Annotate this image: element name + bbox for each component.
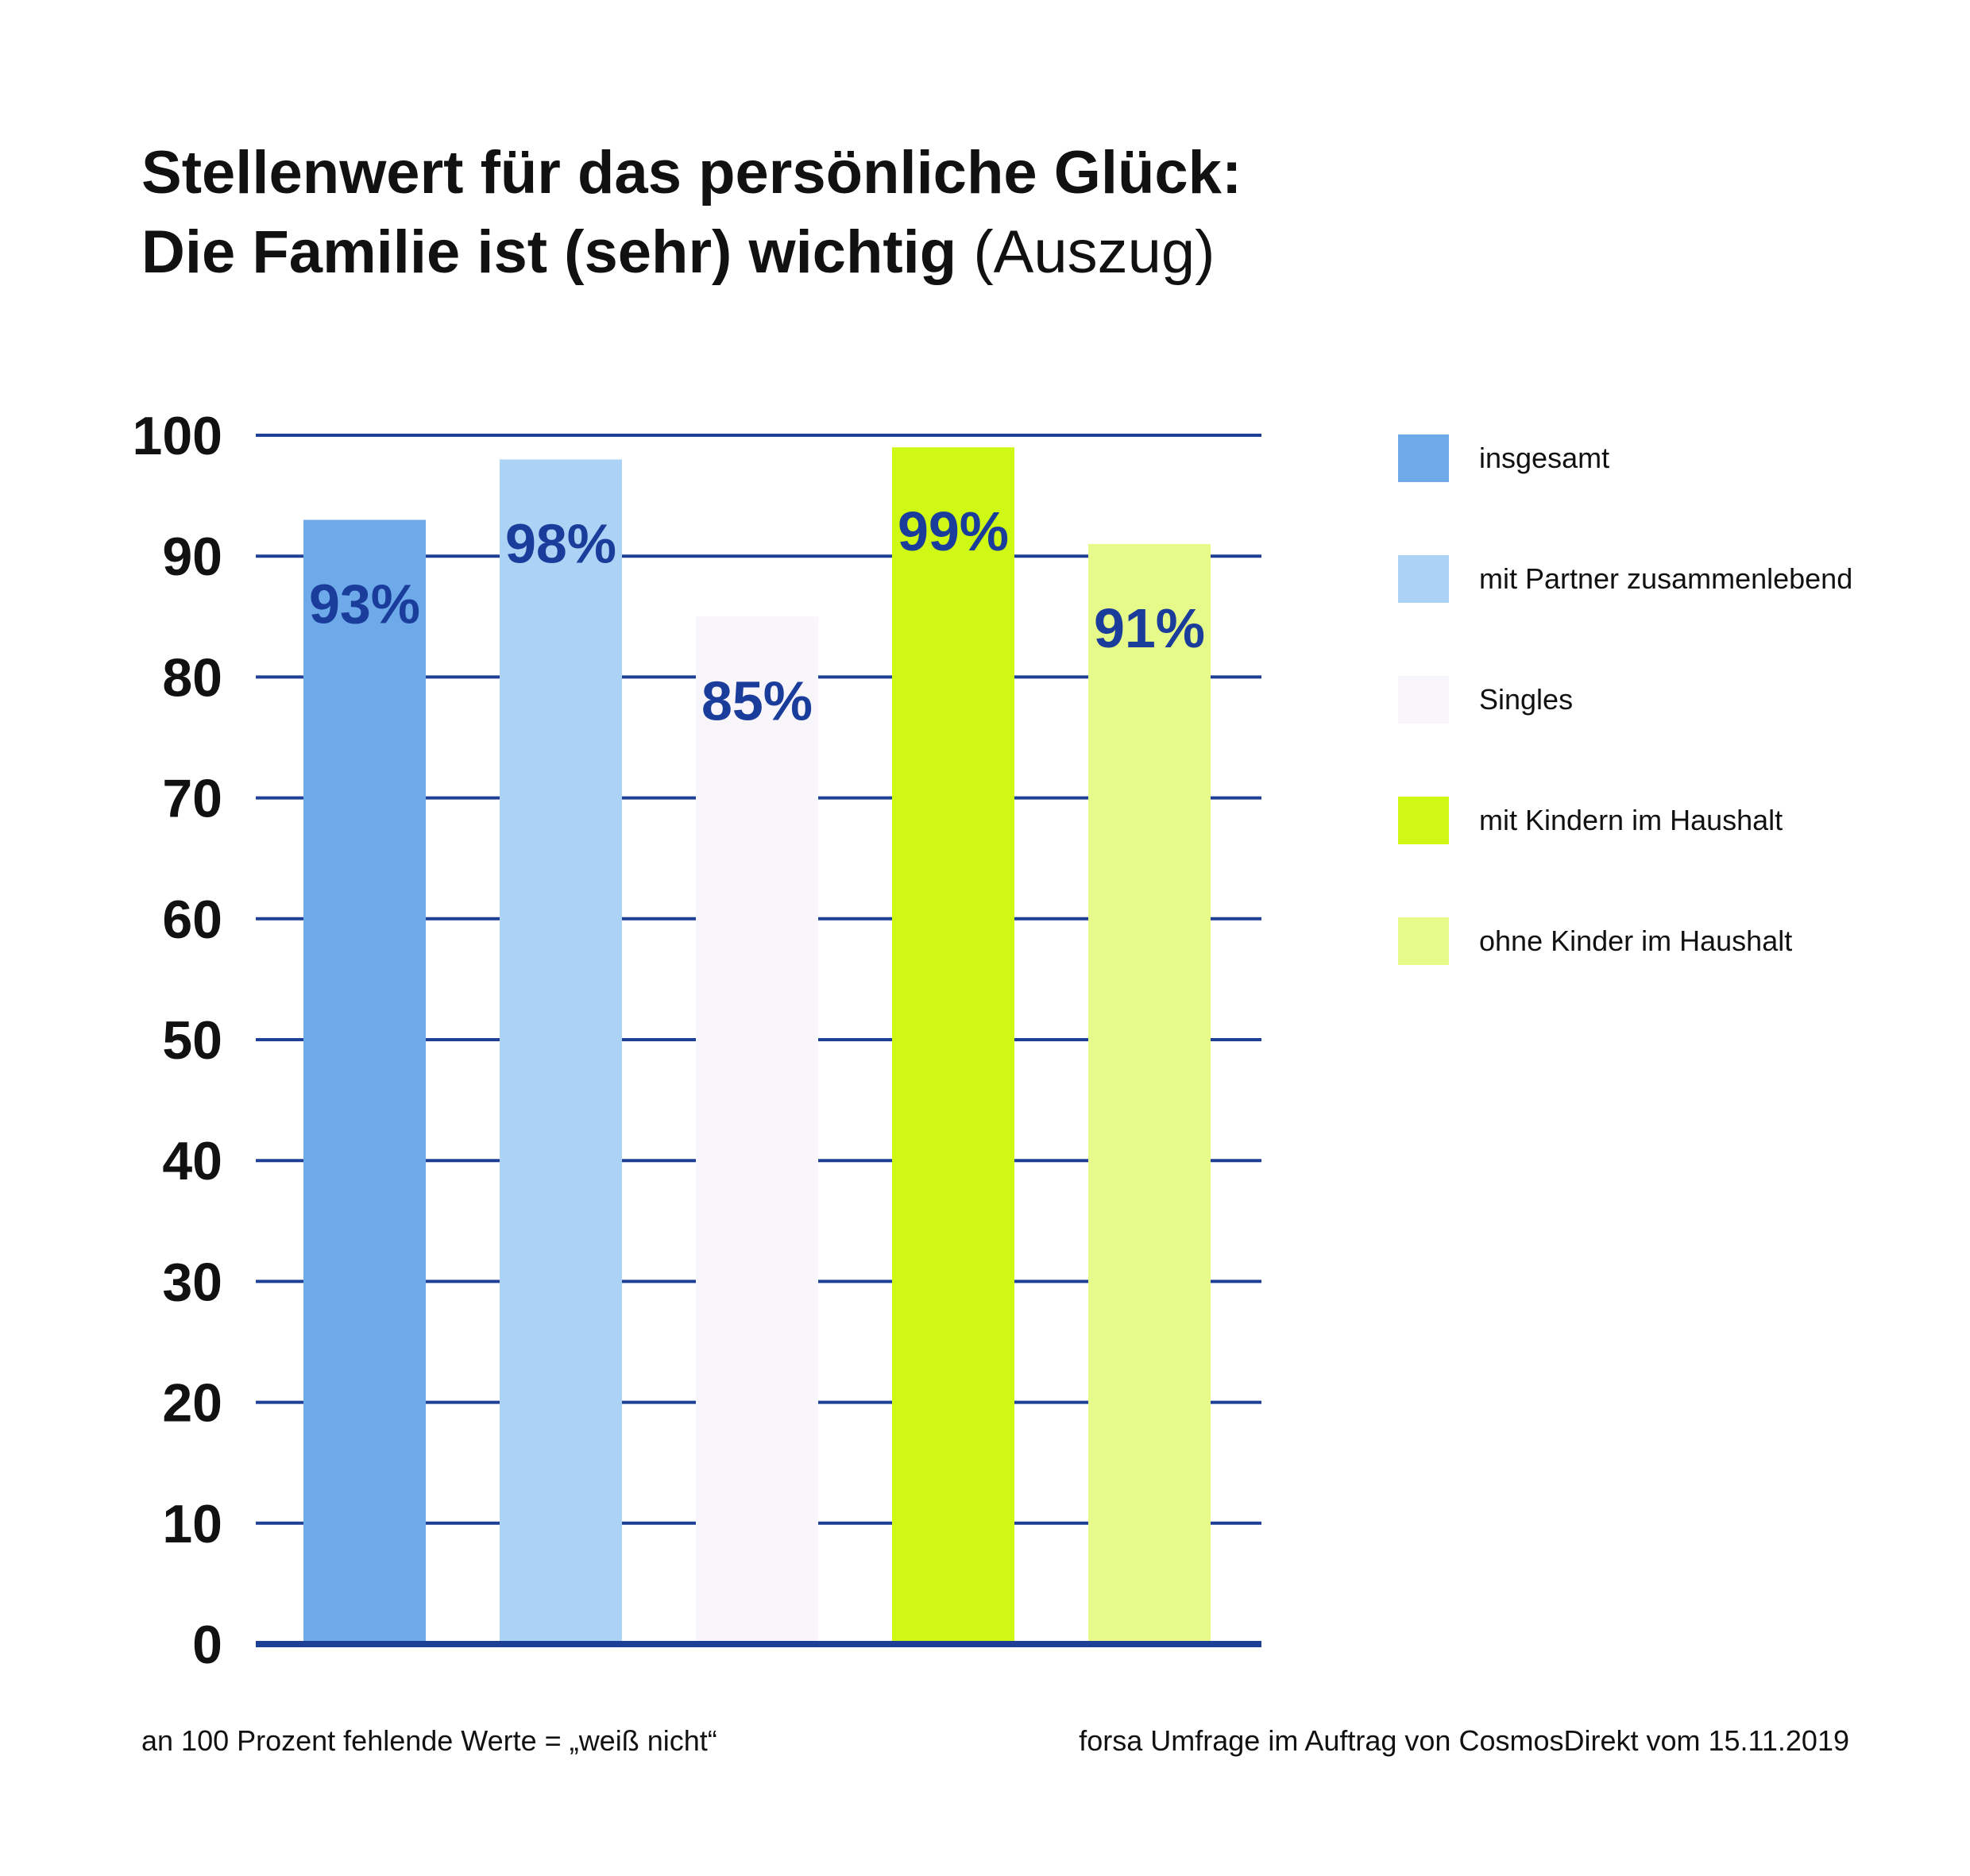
y-tick-label-60: 60 <box>162 890 222 950</box>
legend-label-mit-kindern: mit Kindern im Haushalt <box>1479 804 1783 836</box>
bar-5 <box>1088 543 1211 1644</box>
value-labels: 93% 98% 85% 99% 91% <box>309 500 1205 731</box>
title-line-2-bold: Die Familie ist (sehr) wichtig <box>141 218 957 286</box>
legend-item-mit-partner: mit Partner zusammenlebend <box>1398 555 1938 603</box>
legend-swatch-mit-kindern <box>1398 797 1449 844</box>
y-tick-label-90: 90 <box>162 527 222 587</box>
bar-1 <box>303 519 426 1644</box>
y-tick-label-30: 30 <box>162 1252 222 1312</box>
bars <box>303 447 1211 1645</box>
value-label-5: 91% <box>1094 597 1205 659</box>
footnote-source: forsa Umfrage im Auftrag von CosmosDirek… <box>1079 1724 1849 1757</box>
y-tick-label-50: 50 <box>162 1010 222 1071</box>
chart-title: Stellenwert für das persönliche Glück: D… <box>141 133 1242 292</box>
value-label-4: 99% <box>898 500 1009 562</box>
legend-swatch-mit-partner <box>1398 555 1449 603</box>
legend-label-singles: Singles <box>1479 683 1574 716</box>
legend-swatch-singles <box>1398 676 1449 724</box>
title-line-2: Die Familie ist (sehr) wichtig (Auszug) <box>141 213 1242 292</box>
legend-label-mit-partner: mit Partner zusammenlebend <box>1479 562 1853 595</box>
legend-item-singles: Singles <box>1398 676 1938 724</box>
y-axis-tick-labels: 0 10 20 30 40 50 60 70 80 90 100 <box>133 406 222 1675</box>
value-label-1: 93% <box>309 573 420 635</box>
legend-swatch-insgesamt <box>1398 434 1449 482</box>
footnote-missing-values: an 100 Prozent fehlende Werte = „weiß ni… <box>141 1724 717 1757</box>
value-label-2: 98% <box>505 512 616 574</box>
legend-swatch-ohne-kinder <box>1398 917 1449 965</box>
y-tick-label-80: 80 <box>162 647 222 708</box>
value-label-3: 85% <box>701 670 813 731</box>
legend-label-insgesamt: insgesamt <box>1479 442 1610 474</box>
y-tick-label-70: 70 <box>162 769 222 829</box>
legend-item-insgesamt: insgesamt <box>1398 434 1938 482</box>
y-tick-label-20: 20 <box>162 1373 222 1434</box>
y-tick-label-0: 0 <box>192 1615 222 1675</box>
legend-item-mit-kindern: mit Kindern im Haushalt <box>1398 797 1938 844</box>
bar-2 <box>500 459 622 1645</box>
y-tick-label-40: 40 <box>162 1131 222 1191</box>
y-tick-label-10: 10 <box>162 1494 222 1554</box>
title-line-1: Stellenwert für das persönliche Glück: <box>141 139 1242 207</box>
legend-label-ohne-kinder: ohne Kinder im Haushalt <box>1479 924 1793 957</box>
bar-3 <box>696 616 818 1644</box>
bar-4 <box>892 447 1014 1644</box>
y-tick-label-100: 100 <box>133 406 222 466</box>
legend-item-ohne-kinder: ohne Kinder im Haushalt <box>1398 917 1938 965</box>
title-line-2-light: (Auszug) <box>973 218 1215 286</box>
